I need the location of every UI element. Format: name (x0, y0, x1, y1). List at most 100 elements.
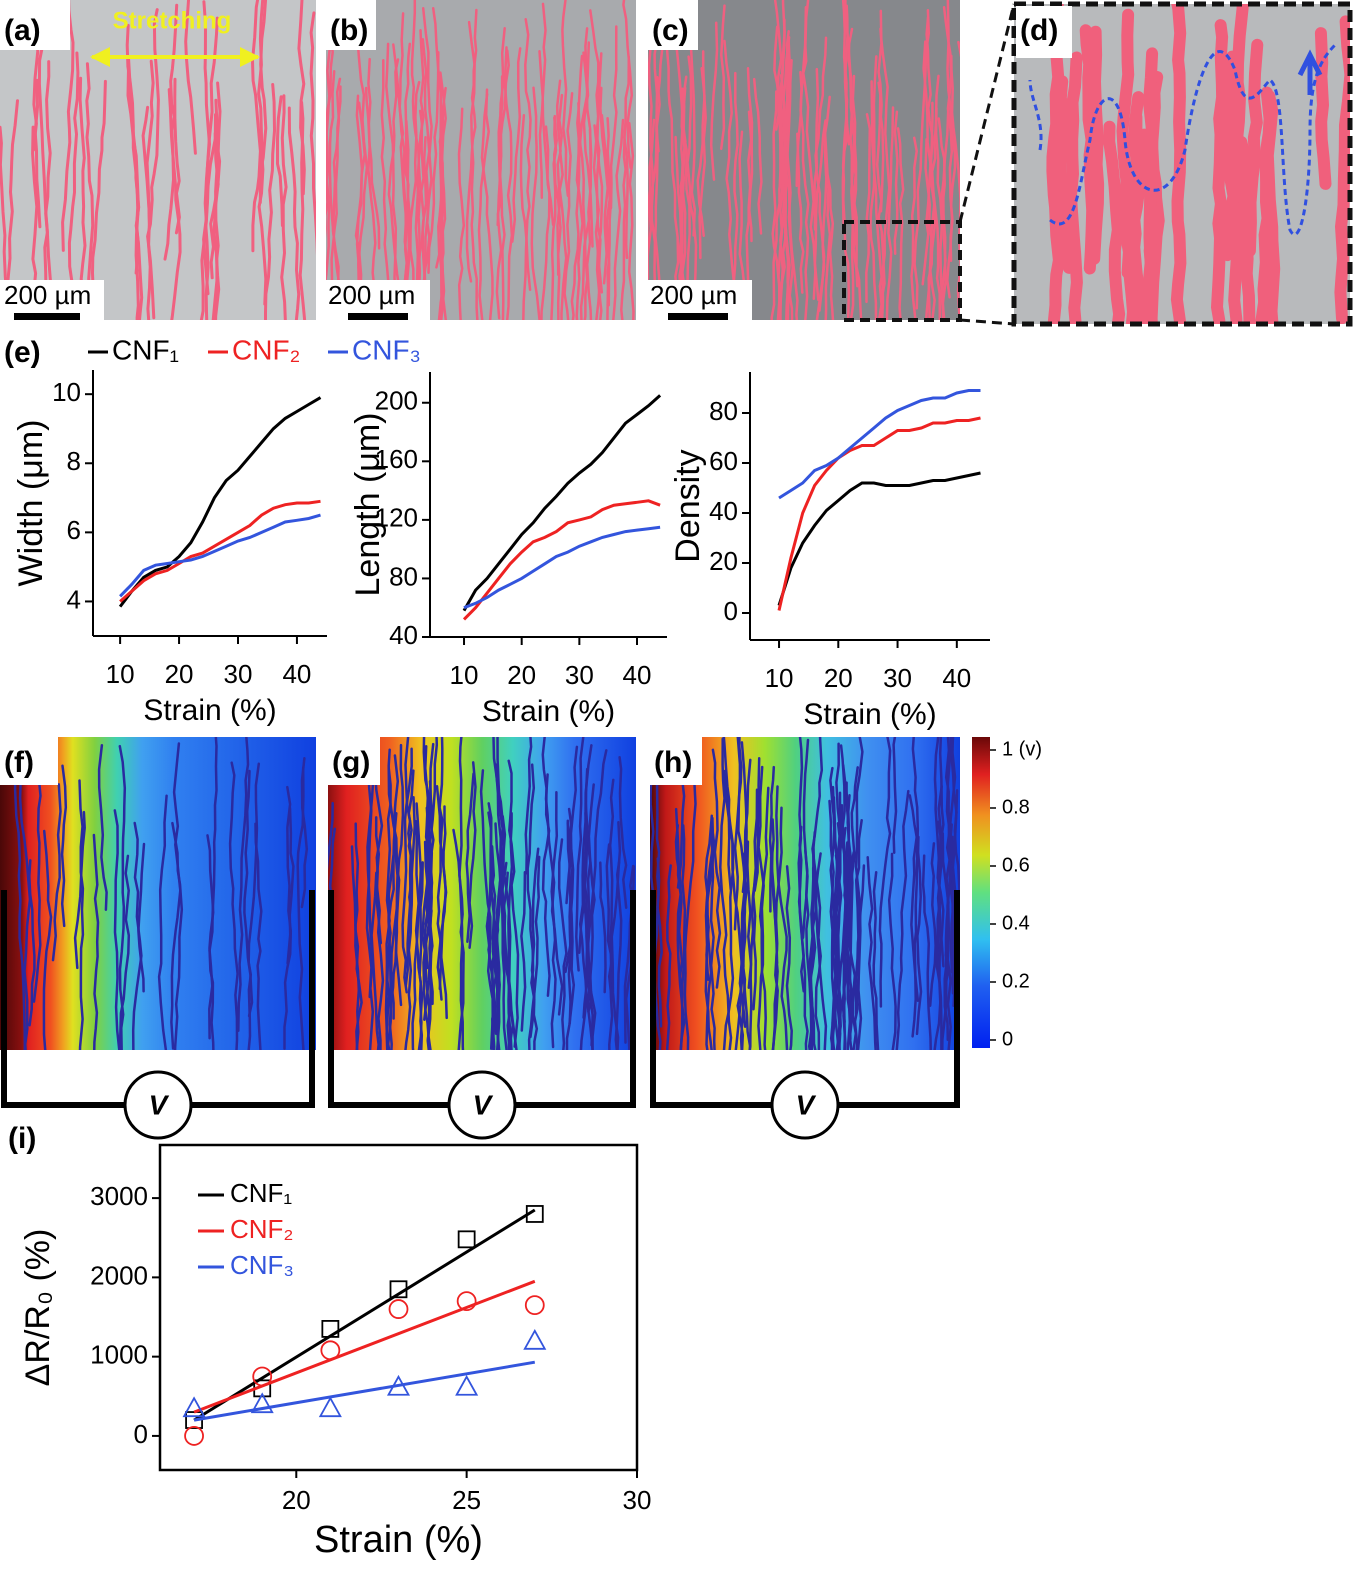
crack (913, 8, 931, 310)
crack (870, 80, 885, 320)
crack (13, 764, 27, 1050)
crack (411, 802, 422, 1050)
crack (1079, 24, 1099, 275)
crack (847, 794, 857, 1050)
crack (1138, 128, 1157, 324)
x-tick-label: 30 (883, 663, 912, 693)
y-axis-title: Length (μm) (349, 413, 387, 597)
crack (530, 847, 540, 1050)
crack (783, 58, 793, 252)
marker-square (457, 1230, 476, 1249)
crack (494, 822, 503, 1050)
crack (457, 107, 466, 320)
crack (770, 18, 787, 320)
crack (778, 35, 791, 320)
crack (921, 101, 934, 286)
scale-bar-label: 200 µm (4, 280, 91, 310)
crack (264, 83, 277, 320)
crack (813, 67, 820, 231)
colorbar-tick-label: 0.6 (1002, 854, 1030, 876)
crack (924, 137, 934, 320)
panel-label: (c) (652, 14, 689, 47)
marker-square (389, 1280, 408, 1299)
crack (734, 737, 747, 1050)
plot-frame (158, 1143, 639, 1472)
crack (44, 60, 53, 320)
crack (719, 4, 726, 151)
voltmeter (123, 1070, 193, 1140)
crack (844, 0, 859, 288)
crack (208, 737, 218, 1040)
crack (496, 75, 504, 227)
zoom-box (842, 220, 962, 322)
legend-label: CNF₂ (230, 1214, 294, 1244)
y-tick-label: 120 (375, 503, 418, 533)
crack (928, 842, 937, 1007)
zoom-line (958, 3, 1016, 223)
x-tick-label: 25 (452, 1485, 481, 1515)
y-tick-label: 2000 (90, 1260, 148, 1290)
circuit-wire (650, 890, 960, 1108)
crack (355, 101, 366, 320)
label-bg (328, 737, 380, 785)
crack (370, 871, 380, 1050)
scale-bar (348, 313, 408, 320)
crack (468, 761, 477, 949)
crack (477, 88, 490, 320)
x-axis-title: Strain (%) (803, 698, 936, 731)
crack (838, 791, 852, 1050)
crack (37, 30, 49, 313)
crack (683, 737, 697, 1050)
crack (830, 744, 846, 1050)
label-bg (648, 0, 698, 50)
crack (877, 27, 885, 213)
y-tick-label: 20 (709, 546, 738, 576)
crack (541, 737, 551, 997)
fit-line (193, 1279, 536, 1414)
crack (910, 136, 918, 320)
crack (424, 780, 435, 926)
crack (228, 761, 239, 1050)
crack (563, 92, 574, 320)
crack (748, 855, 758, 1050)
crack-path-outline (1028, 79, 1043, 151)
y-tick-label: 160 (375, 444, 418, 474)
crack (507, 759, 520, 1048)
crack (131, 821, 143, 1050)
crack (417, 136, 428, 298)
crack (78, 779, 85, 1050)
crack (126, 66, 140, 320)
crack (935, 785, 945, 969)
y-tick-label: 4 (67, 584, 81, 614)
marker-circle (252, 1366, 273, 1387)
legend-label: CNF₁ (230, 1178, 292, 1208)
crack (796, 132, 805, 294)
crack (141, 105, 152, 320)
x-tick-label: 40 (282, 659, 311, 689)
panel-label: (b) (330, 14, 368, 47)
crack (297, 0, 306, 196)
voltmeter (447, 1070, 517, 1140)
crack (212, 98, 222, 320)
crack (711, 748, 722, 989)
marker-circle (456, 1291, 477, 1312)
crack (622, 0, 634, 169)
crack (522, 17, 532, 320)
y-tick-label: 3000 (90, 1181, 148, 1211)
crack (757, 765, 765, 1050)
crack (435, 111, 444, 269)
crack (1235, 135, 1256, 324)
crack (851, 74, 863, 320)
crack (1123, 91, 1145, 324)
label-bg (0, 0, 70, 50)
crack (145, 59, 155, 221)
crack (808, 866, 817, 1050)
data-line (118, 396, 322, 608)
crack (237, 737, 250, 1033)
crack (753, 757, 761, 892)
crack (577, 101, 589, 320)
crack (1064, 51, 1083, 324)
crack (209, 131, 220, 280)
crack (831, 785, 843, 1050)
x-tick-label: 20 (824, 663, 853, 693)
